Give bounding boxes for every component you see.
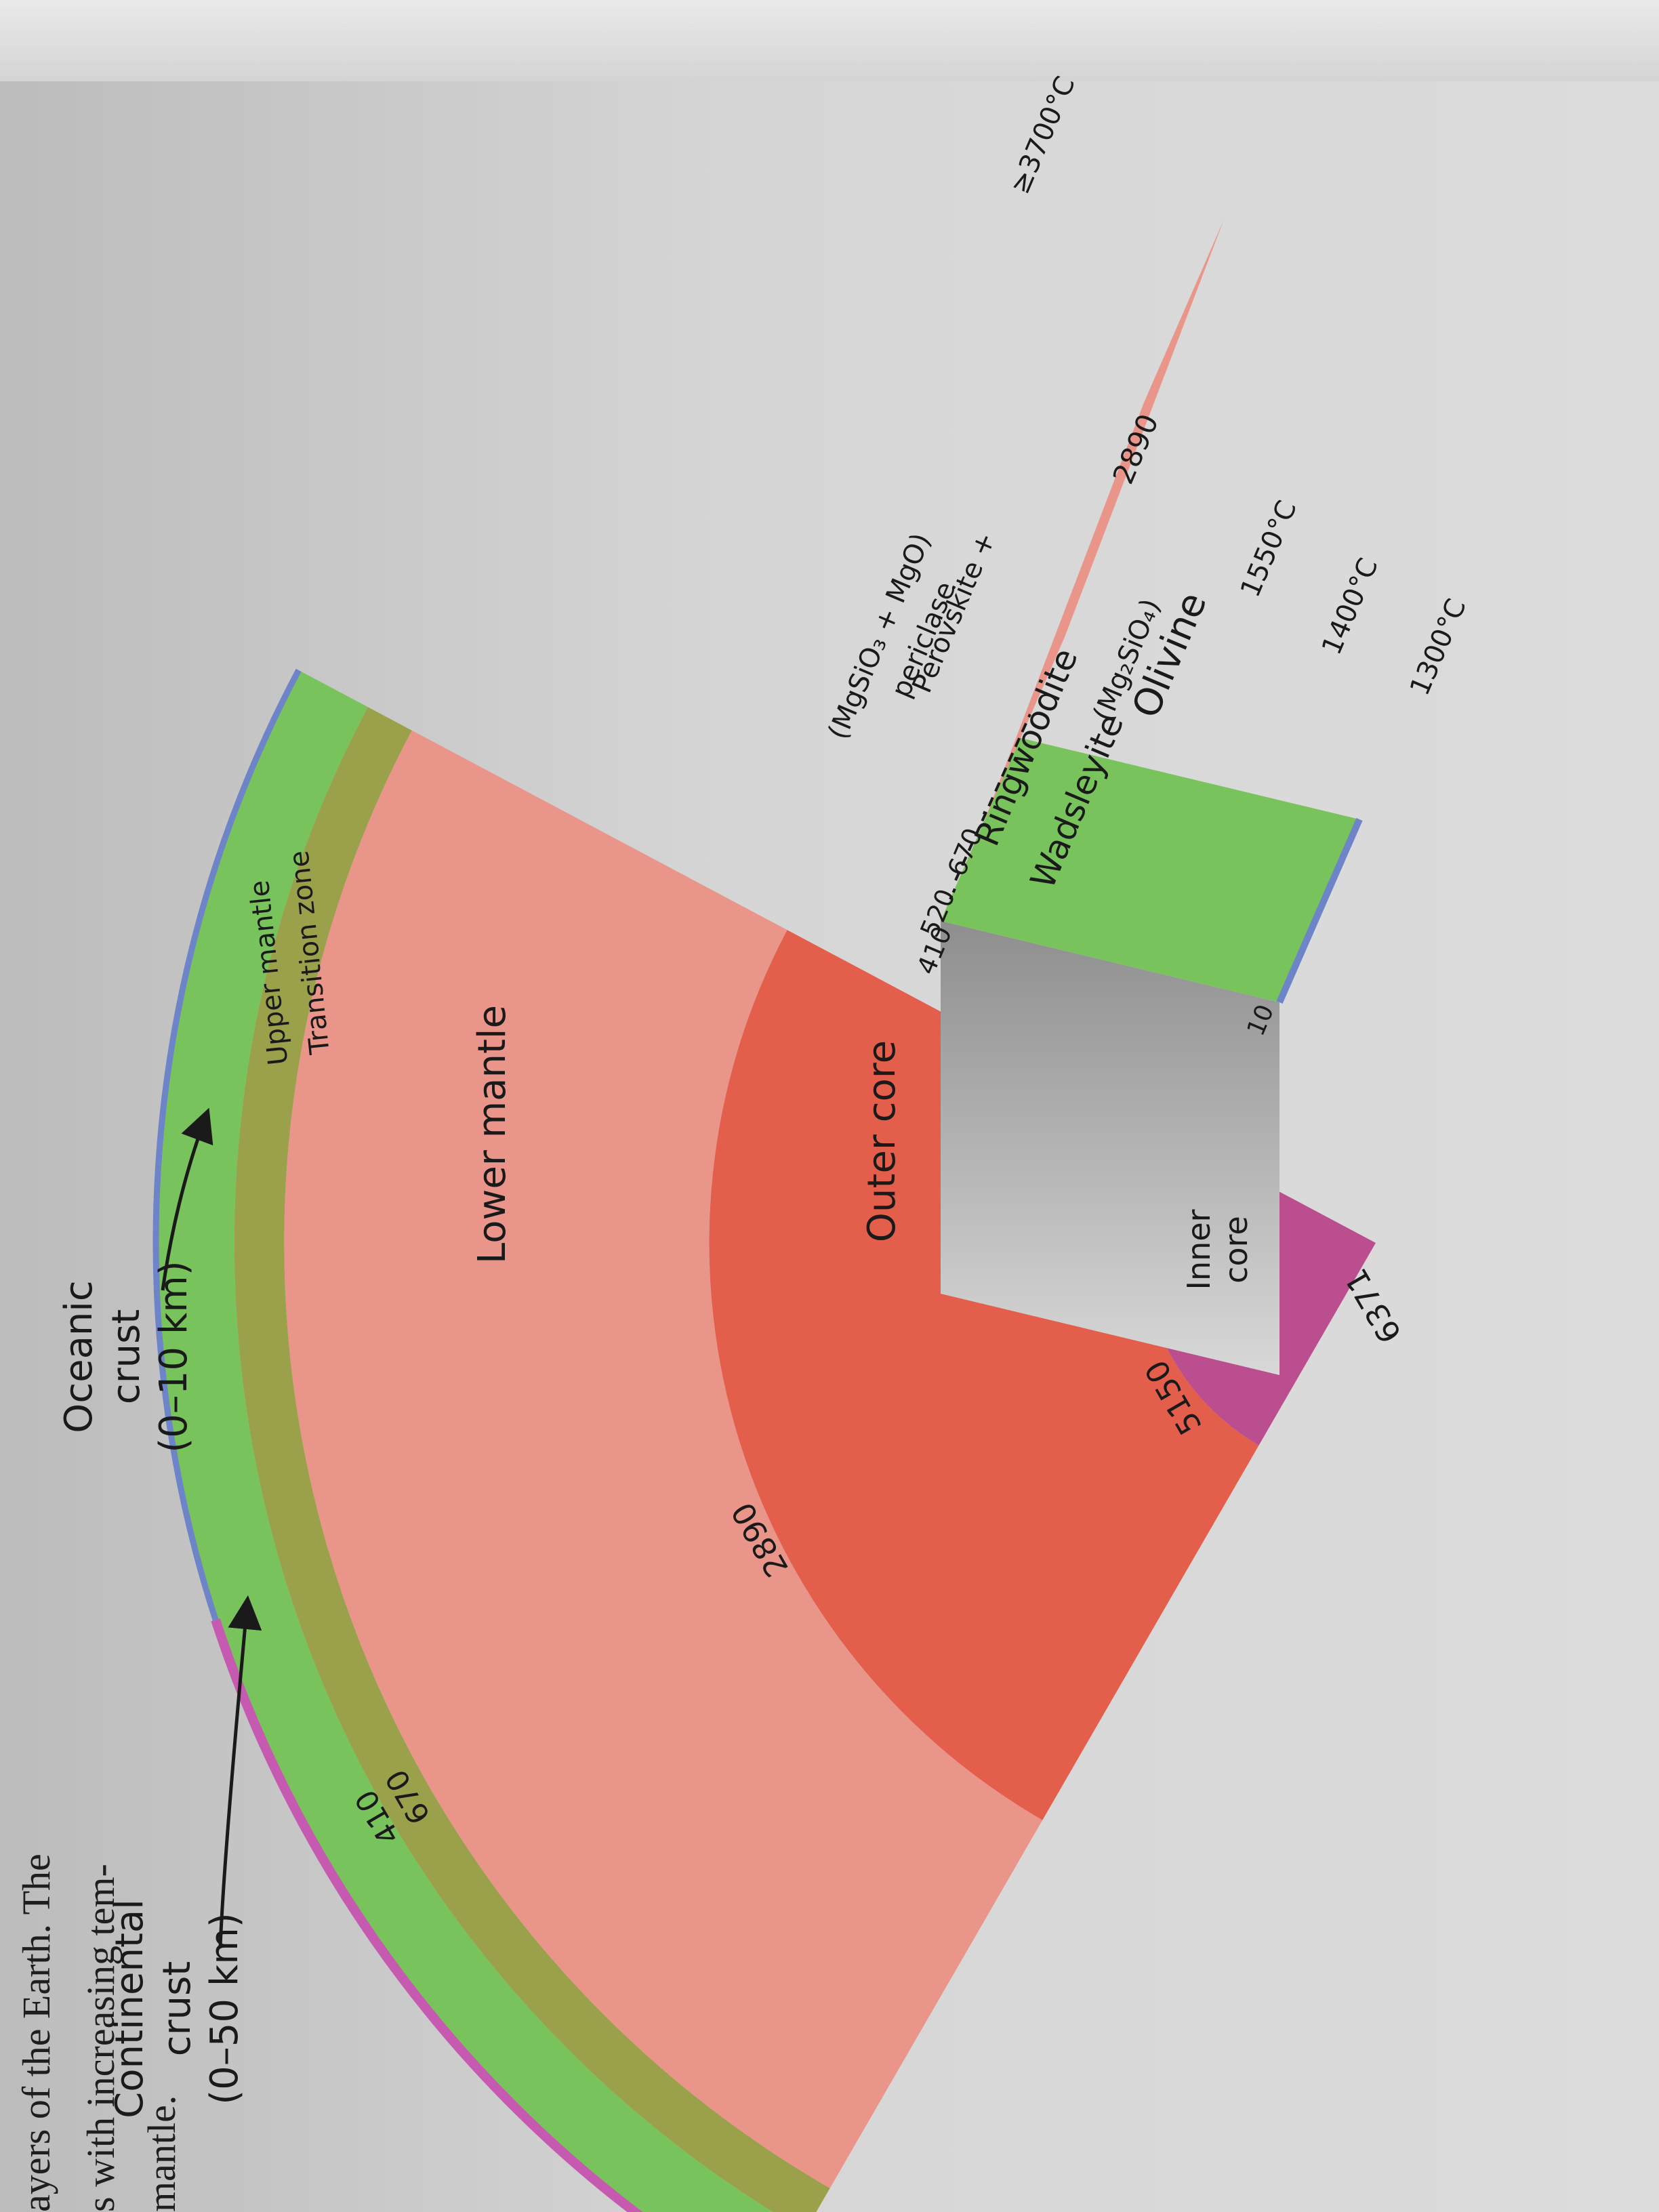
temp-1300: 1300°C [1404,594,1473,700]
oceanic-crust-label-2: crust [104,1309,148,1404]
continental-crust-line [211,1618,769,2212]
inset-dash-520 [949,885,958,900]
olivine-band [941,738,1359,1002]
inner-core-label-2: core [1218,1216,1254,1284]
upper-mantle-layer [156,670,805,2212]
oceanic-crust-label-1: Oceanic [57,1280,101,1433]
continental-crust-label-1: Continental [108,1899,152,2118]
continental-crust-label-2: crust [155,1961,199,2056]
depth-label-6371: 6371 [1337,1263,1408,1349]
inset-side-face [941,921,1279,1375]
inset-depth-2890: 2890 [1106,409,1165,489]
temp-1550: 1550°C [1235,496,1303,602]
perovskite-band [985,220,1224,820]
continental-crust-label-3: (0–50 km) [203,1912,247,2104]
inset-column [941,220,1363,1375]
lower-mantle-label: Lower mantle [470,1005,514,1264]
oceanic-crust-arrow [161,1107,213,1291]
temp-1400: 1400°C [1316,554,1385,659]
page-margin [0,0,1659,81]
continental-crust-arrow [218,1595,262,1948]
oceanic-crust-label-3: (0–10 km) [152,1261,196,1452]
temp-3700: ≥3700°C [1004,72,1082,199]
lower-mantle-layer [284,730,1043,2188]
outer-core-label: Outer core [860,1040,904,1242]
inner-core-label-1: Inner [1181,1209,1217,1290]
oceanic-crust-line [152,668,302,1621]
inset-dash-divider [954,714,1031,881]
inset-crust-line [1276,817,1363,1004]
